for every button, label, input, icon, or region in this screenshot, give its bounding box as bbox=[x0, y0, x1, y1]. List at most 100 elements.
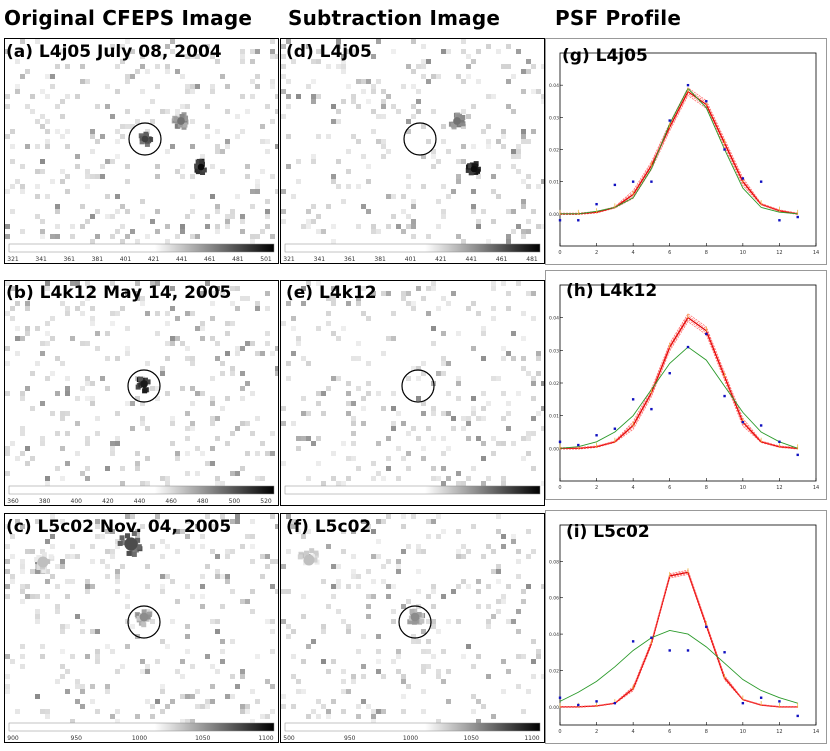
panel-label-b: (b) L4k12 May 14, 2005 bbox=[6, 283, 232, 303]
source-blob bbox=[34, 552, 55, 574]
x-tick-label: 14 bbox=[813, 250, 819, 256]
colorbar bbox=[284, 722, 541, 732]
data-point bbox=[577, 443, 580, 447]
data-point bbox=[705, 625, 708, 629]
colorbar-tick-label: 401 bbox=[405, 256, 417, 263]
source-blob bbox=[138, 131, 154, 147]
data-point bbox=[705, 100, 708, 103]
colorbar-tick-label: 1100 bbox=[258, 735, 273, 742]
y-tick-label: 0.00 bbox=[549, 212, 559, 218]
x-tick-label: 0 bbox=[558, 250, 561, 256]
psf-chart-g-svg: 0 2 4 6 8 10 12 14 0.00 0.01 0.02 0.03 0.04 bbox=[549, 52, 819, 256]
data-point bbox=[723, 394, 726, 398]
colorbar-tick-label: 380 bbox=[39, 498, 51, 505]
x-tick-label: 8 bbox=[705, 729, 708, 735]
source-blob bbox=[465, 161, 481, 176]
noise-pixels bbox=[5, 281, 278, 486]
data-point bbox=[650, 636, 653, 639]
y-tick-label: 0.06 bbox=[549, 596, 559, 602]
fit-line bbox=[560, 321, 798, 450]
colorbar-tick-label: 501 bbox=[260, 256, 272, 263]
data-point bbox=[796, 215, 799, 219]
header-psf: PSF Profile bbox=[555, 6, 682, 30]
source-blob bbox=[171, 112, 189, 130]
y-tick-label: 0.04 bbox=[549, 632, 559, 638]
source-blob bbox=[134, 609, 153, 628]
target-circle bbox=[128, 122, 162, 156]
image-f-canvas: 500 950 1000 1050 1100 bbox=[281, 514, 544, 742]
x-tick-label: 10 bbox=[740, 250, 746, 256]
colorbar-tick-label: 321 bbox=[283, 256, 295, 263]
psf-chart-g: 0 2 4 6 8 10 12 14 0.00 0.01 0.02 0.03 0.04 bbox=[545, 38, 827, 265]
header-original: Original CFEPS Image bbox=[4, 6, 253, 30]
y-tick-label: 0.00 bbox=[549, 705, 559, 711]
model-line bbox=[559, 629, 798, 704]
colorbar-tick-label: 461 bbox=[496, 256, 508, 263]
y-tick-label: 0.01 bbox=[549, 414, 559, 420]
data-point bbox=[778, 219, 781, 222]
data-point bbox=[723, 148, 726, 151]
data-point bbox=[613, 183, 617, 187]
colorbar-tick-label: 420 bbox=[102, 498, 114, 505]
x-tick-label: 8 bbox=[705, 485, 708, 491]
source-blob bbox=[135, 376, 151, 394]
data-point bbox=[668, 372, 671, 375]
panel-label-e: (e) L4k12 bbox=[286, 283, 377, 303]
colorbar bbox=[8, 485, 275, 495]
x-tick-label: 12 bbox=[776, 250, 782, 256]
source-blob bbox=[297, 548, 320, 566]
data-point bbox=[668, 649, 671, 652]
fit-line bbox=[560, 316, 798, 449]
data-point bbox=[631, 180, 635, 183]
fit-line bbox=[560, 94, 798, 215]
data-point bbox=[741, 177, 745, 180]
x-tick-label: 2 bbox=[595, 729, 598, 735]
colorbar-tick-label: 461 bbox=[204, 256, 216, 263]
data-point bbox=[631, 398, 635, 401]
target-circle bbox=[401, 369, 435, 403]
colorbar-tick-label: 421 bbox=[435, 256, 447, 263]
image-panel-e bbox=[280, 280, 545, 506]
colorbar-tick-label: 421 bbox=[148, 256, 160, 263]
data-point bbox=[778, 700, 781, 703]
data-point bbox=[686, 649, 690, 652]
data-point bbox=[686, 83, 690, 87]
colorbar-tick-label: 500 bbox=[229, 498, 241, 505]
source-blob bbox=[407, 608, 426, 625]
x-tick-label: 2 bbox=[595, 485, 598, 491]
colorbar bbox=[284, 243, 541, 253]
colorbar-tick-label: 381 bbox=[92, 256, 104, 263]
fit-line bbox=[560, 572, 798, 708]
x-tick-label: 8 bbox=[705, 250, 708, 256]
x-tick-label: 14 bbox=[813, 485, 819, 491]
colorbar-tick-label: 341 bbox=[314, 256, 326, 263]
x-tick-label: 6 bbox=[668, 729, 671, 735]
image-b-canvas: 360 380 400 420 440 460 480 500 520 bbox=[5, 281, 278, 505]
data-point bbox=[741, 421, 745, 424]
colorbar bbox=[284, 485, 541, 495]
source-blob bbox=[194, 158, 207, 175]
x-tick-label: 6 bbox=[668, 250, 671, 256]
colorbar-tick-label: 1050 bbox=[195, 735, 210, 742]
y-tick-label: 0.04 bbox=[549, 316, 559, 322]
image-panel-f: 500 950 1000 1050 1100 bbox=[280, 513, 545, 743]
x-tick-label: 4 bbox=[632, 485, 635, 491]
colorbar-tick-label: 321 bbox=[7, 256, 19, 263]
fit-line bbox=[560, 570, 798, 707]
x-tick-label: 4 bbox=[632, 250, 635, 256]
image-e-canvas bbox=[281, 281, 544, 495]
data-point bbox=[668, 119, 671, 122]
fit-line bbox=[560, 574, 798, 708]
data-point bbox=[613, 701, 617, 705]
colorbar-tick-label: 950 bbox=[71, 735, 83, 742]
model-line bbox=[560, 87, 798, 215]
colorbar-tick-label: 361 bbox=[344, 256, 356, 263]
x-tick-label: 12 bbox=[776, 485, 782, 491]
image-c-canvas: 900 950 1000 1050 1100 bbox=[5, 514, 278, 742]
data-point bbox=[558, 440, 562, 443]
image-panel-a: 321 341 361 381 401 421 441 461 481 501 bbox=[4, 38, 279, 264]
colorbar bbox=[8, 243, 275, 253]
x-tick-label: 2 bbox=[595, 250, 598, 256]
data-point bbox=[595, 202, 598, 206]
panel-label-h: (h) L4k12 bbox=[566, 281, 658, 301]
